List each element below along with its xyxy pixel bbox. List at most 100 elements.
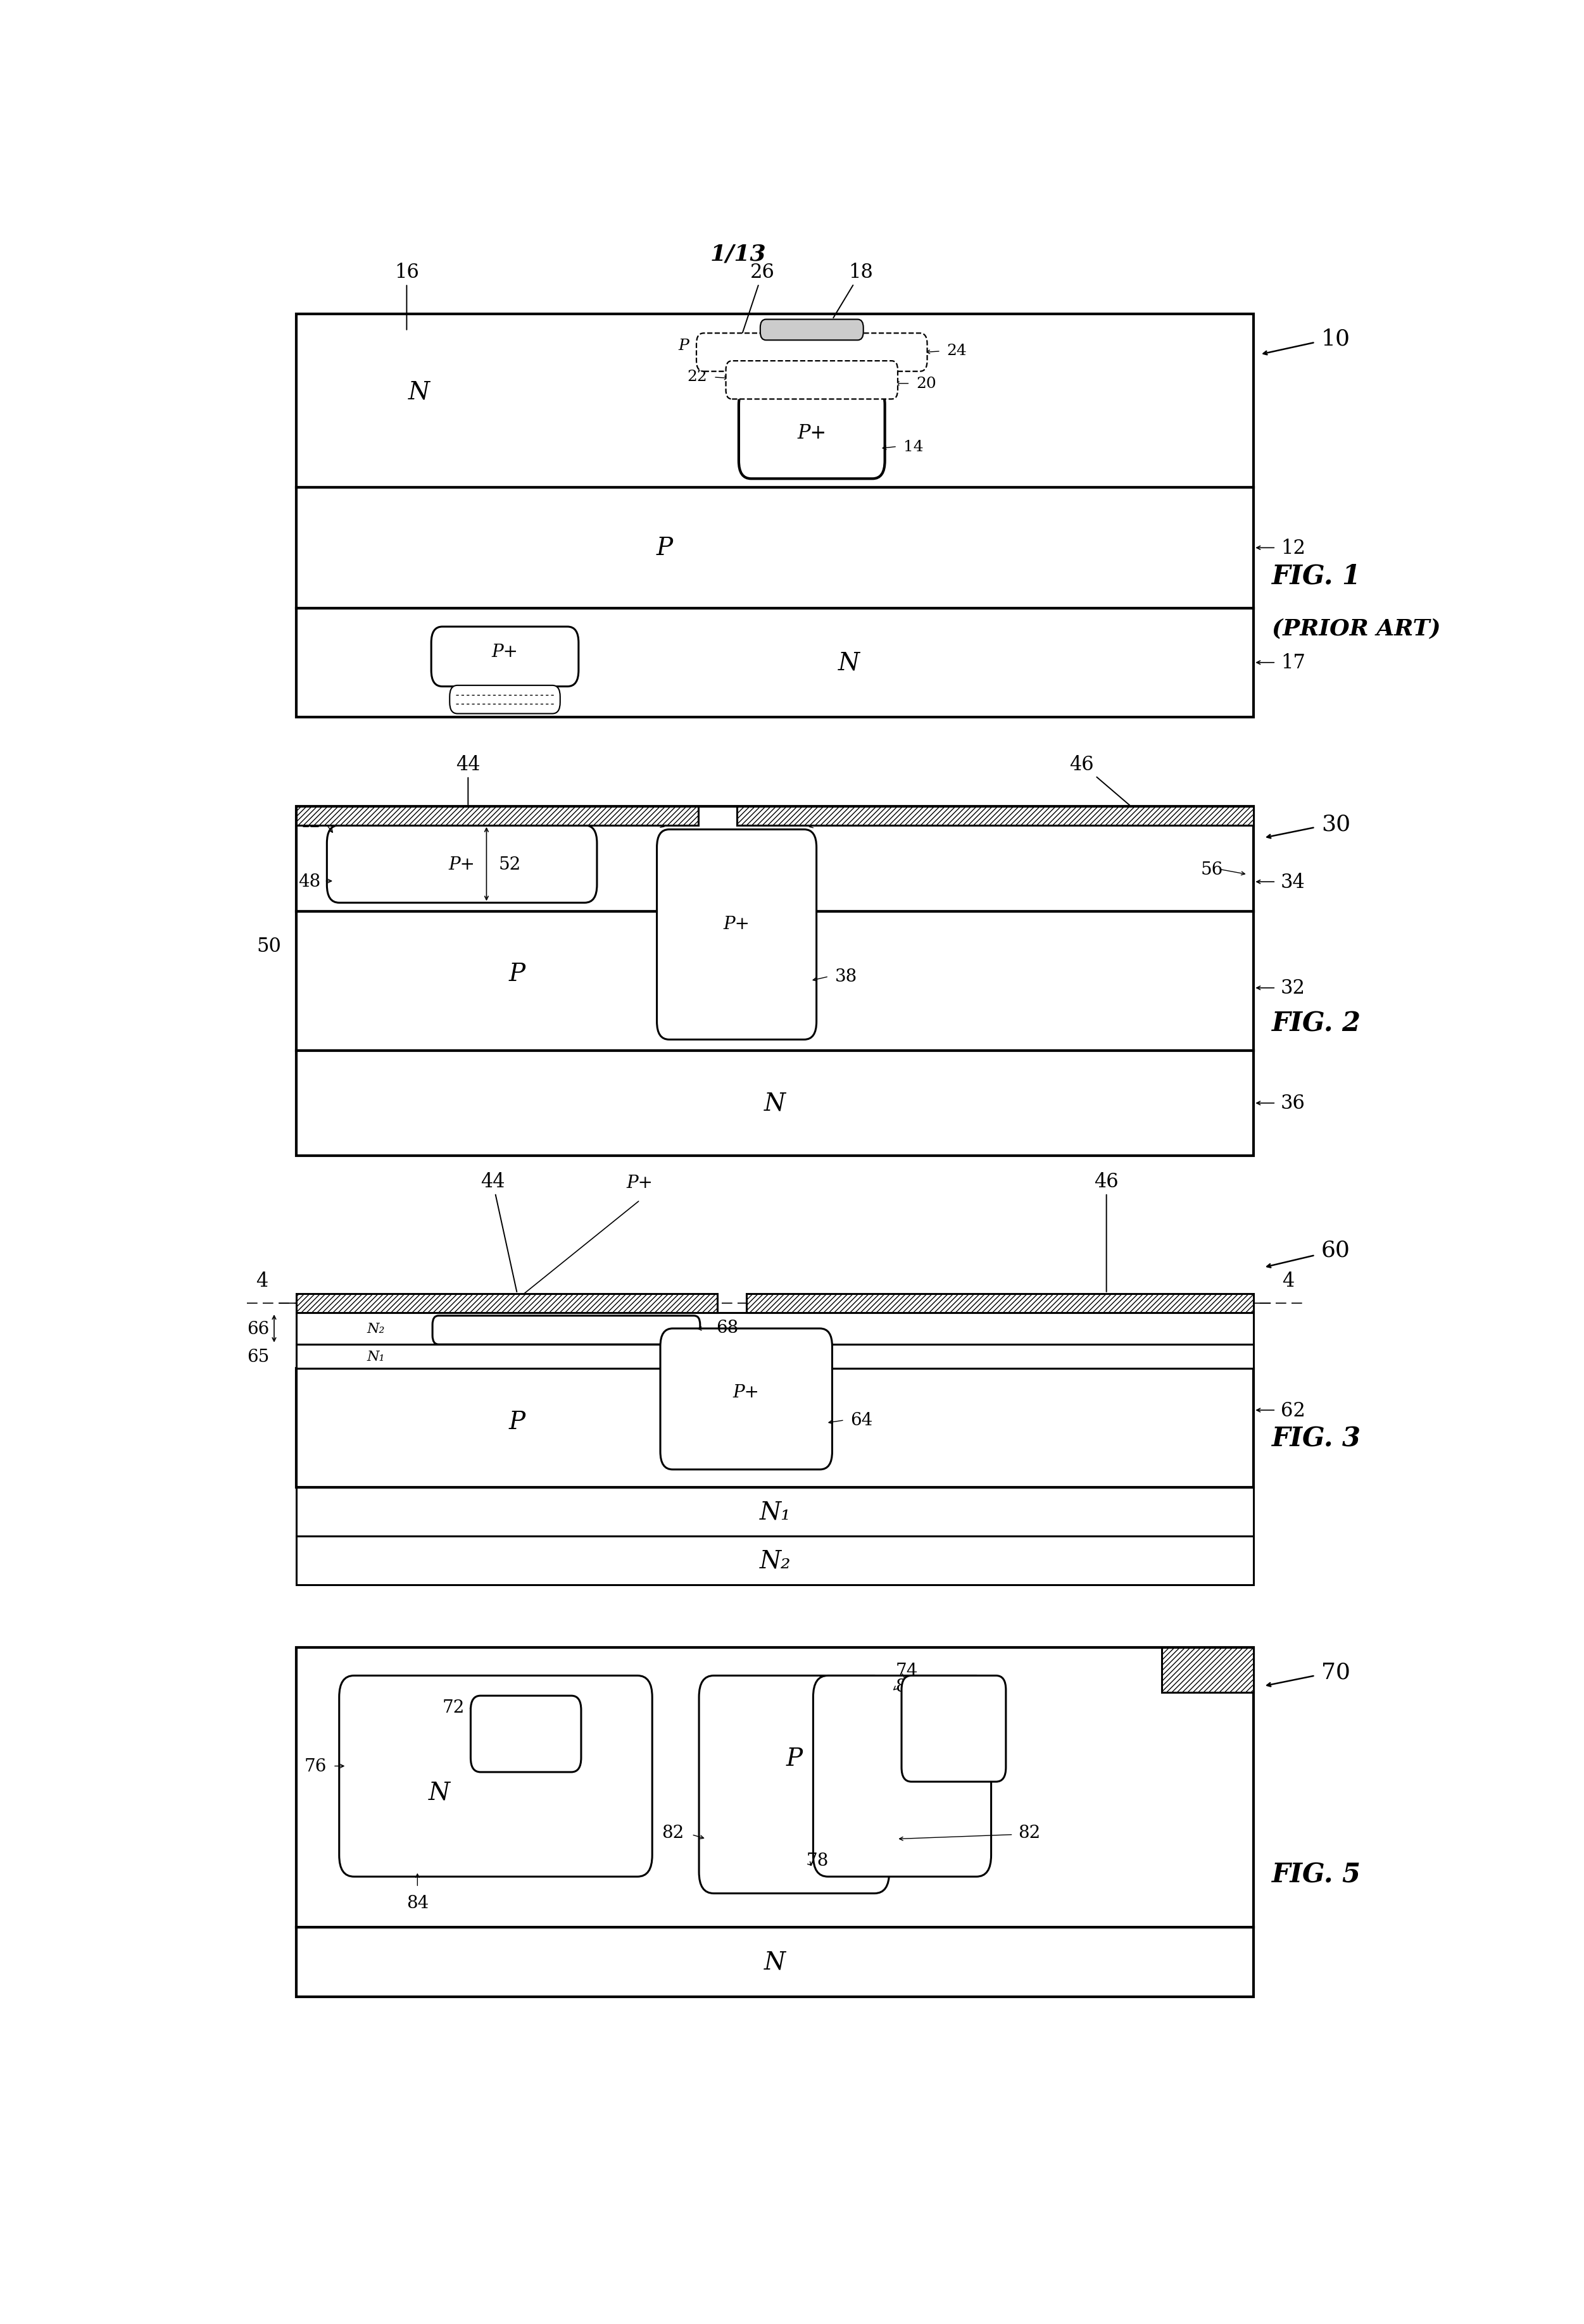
Bar <box>296 488 1255 609</box>
Text: N: N <box>714 848 737 872</box>
Bar <box>296 609 1255 718</box>
Text: 22: 22 <box>687 370 708 383</box>
Text: 1/13: 1/13 <box>710 244 767 265</box>
Text: 36: 36 <box>1281 1095 1305 1113</box>
Text: FIG. 3: FIG. 3 <box>1272 1425 1361 1452</box>
Text: N: N <box>409 381 429 404</box>
Bar <box>296 1369 1255 1487</box>
Text: 38: 38 <box>835 969 857 985</box>
Text: 4: 4 <box>1281 1271 1294 1290</box>
Text: 32: 32 <box>1281 978 1305 997</box>
Text: 50: 50 <box>257 937 282 955</box>
FancyBboxPatch shape <box>470 1697 581 1773</box>
FancyBboxPatch shape <box>339 1676 653 1878</box>
Text: FIG. 2: FIG. 2 <box>1272 1011 1361 1037</box>
Text: 65: 65 <box>247 1348 269 1364</box>
Text: P: P <box>436 1855 451 1878</box>
Text: 14: 14 <box>903 439 923 453</box>
Text: 68: 68 <box>716 1320 738 1336</box>
Text: P: P <box>678 339 689 353</box>
Bar <box>296 911 1255 1050</box>
FancyBboxPatch shape <box>450 686 561 713</box>
Text: 70: 70 <box>1321 1662 1350 1683</box>
FancyBboxPatch shape <box>813 1676 992 1878</box>
Text: N₂: N₂ <box>759 1550 790 1573</box>
Text: 82: 82 <box>662 1824 684 1841</box>
Text: 30: 30 <box>1321 813 1351 834</box>
Text: 12: 12 <box>1281 539 1305 558</box>
Text: 60: 60 <box>1321 1239 1350 1262</box>
Text: P+: P+ <box>724 916 749 932</box>
Text: 54: 54 <box>616 811 638 830</box>
Text: 44: 44 <box>480 1171 516 1292</box>
Bar <box>296 1648 1255 1927</box>
Text: (PRIOR ART): (PRIOR ART) <box>1272 618 1441 639</box>
FancyBboxPatch shape <box>699 1676 889 1894</box>
Text: 18: 18 <box>833 263 873 318</box>
Text: 40: 40 <box>835 811 857 830</box>
Text: P: P <box>656 537 673 560</box>
Text: FIG. 5: FIG. 5 <box>1272 1862 1361 1887</box>
FancyBboxPatch shape <box>738 388 885 479</box>
Bar <box>296 1294 718 1313</box>
Bar <box>737 806 1255 825</box>
FancyBboxPatch shape <box>432 1315 700 1346</box>
Bar <box>296 806 1255 911</box>
Text: P: P <box>508 962 526 985</box>
FancyBboxPatch shape <box>697 335 927 372</box>
Text: N: N <box>763 1950 786 1973</box>
Bar <box>296 314 1255 488</box>
Text: P+: P+ <box>942 1722 965 1736</box>
FancyBboxPatch shape <box>326 825 597 904</box>
Bar <box>1161 1648 1255 1692</box>
FancyBboxPatch shape <box>725 360 898 400</box>
Text: P+: P+ <box>491 644 518 660</box>
Text: 34: 34 <box>1281 872 1305 892</box>
Text: 26: 26 <box>743 263 775 335</box>
Text: 17: 17 <box>1281 653 1305 672</box>
Text: P: P <box>786 1748 803 1771</box>
FancyBboxPatch shape <box>760 321 863 342</box>
Text: P: P <box>508 1411 526 1434</box>
Text: 46: 46 <box>1095 1171 1118 1292</box>
Text: N: N <box>429 1780 450 1803</box>
Text: 76: 76 <box>304 1757 326 1776</box>
Bar <box>296 1050 1255 1155</box>
Text: 56: 56 <box>1201 862 1223 878</box>
Text: 66: 66 <box>247 1320 269 1336</box>
Text: 64: 64 <box>851 1411 873 1429</box>
Text: P+: P+ <box>627 1174 653 1192</box>
Text: FIG. 1: FIG. 1 <box>1272 562 1361 590</box>
Text: 86: 86 <box>895 1678 917 1694</box>
Bar <box>746 1294 1255 1313</box>
Text: 46: 46 <box>1069 755 1129 806</box>
Text: 44: 44 <box>456 755 480 804</box>
Text: 20: 20 <box>916 376 936 390</box>
Text: P+: P+ <box>515 1727 537 1741</box>
Text: N: N <box>499 693 512 706</box>
Text: P+: P+ <box>797 423 827 444</box>
Bar <box>296 1536 1255 1585</box>
Bar <box>296 1927 1255 1996</box>
Text: N₁: N₁ <box>759 1501 790 1525</box>
Text: 52: 52 <box>499 855 521 874</box>
Text: 4: 4 <box>255 1271 268 1290</box>
Bar <box>296 1343 1255 1369</box>
Text: 78: 78 <box>806 1852 828 1868</box>
Text: N₁: N₁ <box>367 1350 385 1364</box>
Bar <box>296 806 699 825</box>
Text: 48: 48 <box>298 874 320 890</box>
Text: P+: P+ <box>448 855 475 874</box>
Text: N: N <box>763 1092 786 1116</box>
Bar <box>296 1487 1255 1536</box>
Text: 74: 74 <box>895 1662 917 1678</box>
Text: 42: 42 <box>298 813 320 832</box>
Text: 82: 82 <box>1019 1824 1041 1841</box>
Text: 24: 24 <box>947 344 966 358</box>
Text: 84: 84 <box>406 1894 429 1913</box>
Bar <box>296 1313 1255 1343</box>
Text: 10: 10 <box>1321 328 1351 349</box>
Text: 62: 62 <box>1281 1401 1305 1420</box>
FancyBboxPatch shape <box>661 1329 832 1469</box>
FancyBboxPatch shape <box>901 1676 1006 1783</box>
